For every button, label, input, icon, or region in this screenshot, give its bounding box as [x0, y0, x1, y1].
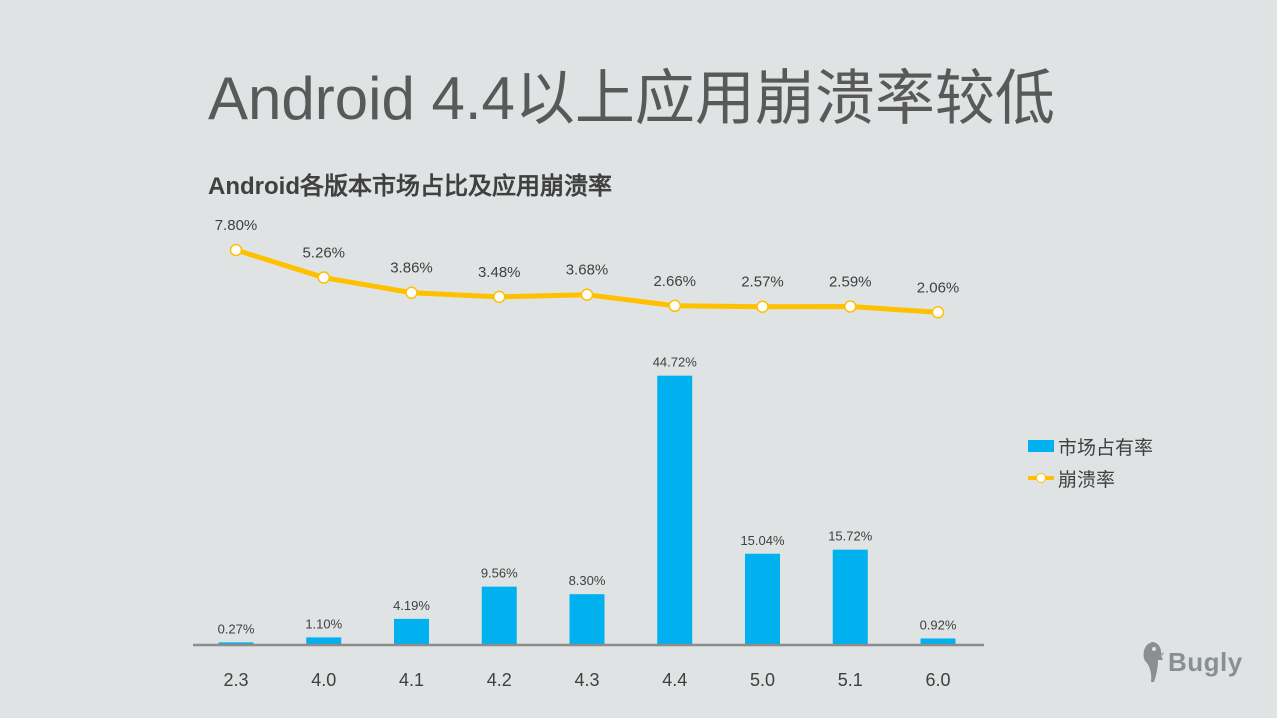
x-tick-label: 5.1: [838, 670, 863, 690]
bar-market-share: [657, 375, 693, 644]
x-tick-label: 4.0: [311, 670, 336, 690]
x-tick-label: 4.4: [662, 670, 687, 690]
bar-data-label: 9.56%: [481, 566, 518, 581]
crash-rate-point: [405, 286, 418, 299]
x-tick-label: 5.0: [750, 670, 775, 690]
bar-market-share: [306, 637, 342, 644]
bugly-logo-icon: [1143, 642, 1164, 682]
bar-data-label: 0.27%: [218, 621, 255, 636]
x-tick-label: 6.0: [925, 670, 950, 690]
bar-data-label: 4.19%: [393, 598, 430, 613]
x-tick-label: 4.2: [487, 670, 512, 690]
x-tick-label: 2.3: [223, 670, 248, 690]
bar-market-share: [745, 553, 780, 644]
legend-item-market-share: 市场占有率: [1028, 430, 1153, 462]
legend-label-market-share: 市场占有率: [1058, 437, 1154, 459]
bar-market-share: [481, 586, 517, 644]
line-data-label: 2.06%: [917, 279, 960, 296]
bar-data-label: 0.92%: [920, 617, 957, 632]
crash-rate-point: [844, 300, 857, 313]
legend-swatch-line: [1028, 472, 1054, 484]
line-data-label: 2.66%: [653, 273, 696, 290]
chart-title: Android各版本市场占比及应用崩溃率: [208, 173, 612, 200]
logo-text: Bugly: [1168, 646, 1243, 677]
legend-item-crash-rate: 崩溃率: [1028, 462, 1153, 494]
bar-data-label: 15.04%: [740, 533, 785, 548]
line-data-label: 5.26%: [302, 245, 345, 262]
crash-rate-point: [580, 288, 594, 301]
bar-market-share: [920, 638, 956, 644]
bar-market-share: [218, 642, 254, 644]
bar-data-label: 8.30%: [569, 573, 606, 588]
x-tick-label: 4.3: [574, 670, 599, 690]
crash-rate-point: [668, 299, 681, 313]
legend-label-crash-rate: 崩溃率: [1058, 469, 1116, 491]
crash-rate-point: [493, 290, 506, 304]
line-data-label: 2.59%: [829, 274, 872, 291]
legend-swatch-bar: [1028, 440, 1054, 452]
crash-rate-point: [317, 271, 330, 284]
line-data-label: 2.57%: [741, 274, 784, 291]
line-data-label: 7.80%: [215, 217, 258, 234]
crash-rate-point: [229, 243, 243, 257]
bar-data-label: 44.72%: [653, 355, 698, 370]
bar-data-label: 1.10%: [305, 616, 342, 631]
line-data-label: 3.86%: [390, 260, 433, 277]
slide-title: Android 4.4以上应用崩溃率较低: [208, 65, 1055, 132]
bar-data-label: 15.72%: [828, 529, 873, 544]
bar-market-share: [569, 594, 605, 644]
bar-market-share: [394, 618, 429, 644]
bar-market-share: [832, 549, 868, 644]
line-data-label: 3.48%: [478, 264, 521, 281]
line-data-label: 3.68%: [566, 262, 609, 279]
x-tick-label: 4.1: [399, 670, 424, 690]
crash-rate-point: [756, 300, 769, 313]
bugly-logo: Bugly: [1140, 640, 1243, 684]
crash-rate-point: [931, 306, 945, 319]
chart-legend: 市场占有率 崩溃率: [1028, 430, 1153, 494]
